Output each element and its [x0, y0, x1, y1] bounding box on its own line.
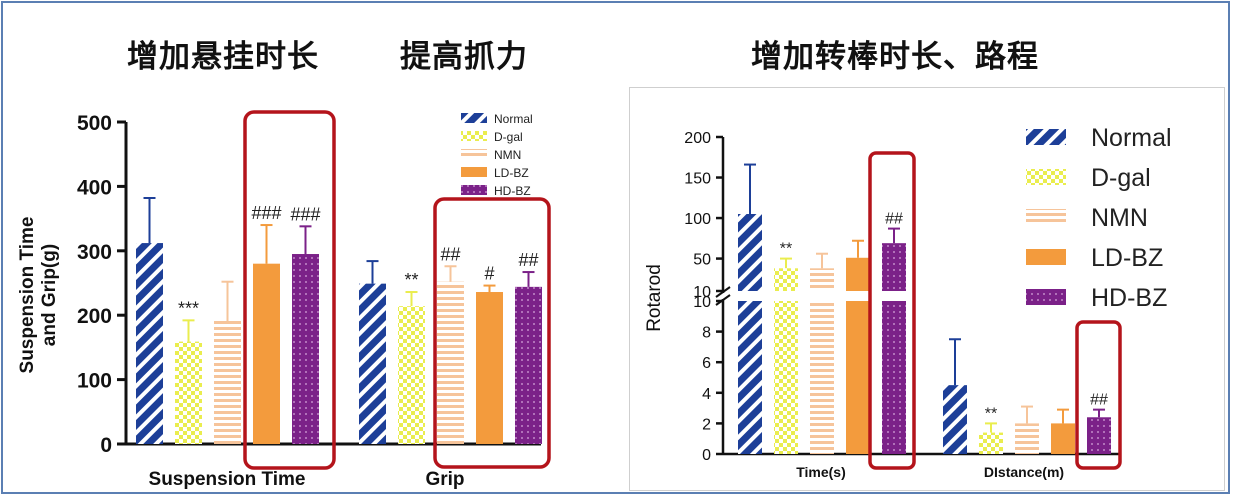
sig-label-d-gal-0: ** [780, 241, 792, 258]
bar-upper-nmn-time-s [810, 268, 834, 291]
legend-swatch-normal [461, 113, 487, 123]
rotarod-panel [629, 87, 1225, 491]
sig-label-hd-bz-1: ## [1090, 392, 1108, 409]
y-tick-label-upper-200: 200 [684, 130, 711, 147]
bar-normal-grip [359, 283, 386, 444]
bar-hd-bz-distance-m [1087, 417, 1111, 454]
legend-label-right-ld-bz: LD-BZ [1091, 244, 1163, 272]
y-tick-label-400: 400 [77, 176, 112, 199]
bar-lower-d-gal-time-s [774, 301, 798, 454]
sig-label-d-gal-1: ** [404, 270, 418, 290]
legend-label-right-normal: Normal [1091, 124, 1172, 152]
legend-swatch-right-hd-bz [1026, 289, 1066, 305]
bar-nmn-grip [437, 281, 464, 444]
bar-normal-distance-m [943, 385, 967, 454]
y-tick-label-lower-2: 2 [702, 416, 711, 433]
bar-nmn-suspension-time [214, 320, 241, 444]
category-label-distance: DIstance(m) [984, 464, 1064, 480]
bar-lower-hd-bz-time-s [882, 301, 906, 454]
rotarod-chart: 10 50 100 150 200 0 2 4 6 8 10 Rotarod ** ** ## ## Time(… [644, 124, 1172, 480]
heading-grip: 提高抓力 [400, 39, 528, 75]
y-tick-label-upper-10: 10 [693, 284, 711, 301]
bar-d-gal-distance-m [979, 432, 1003, 454]
sig-label-nmn-1: ## [440, 244, 460, 264]
y-axis-label-line1: Suspension Time [17, 217, 38, 374]
y-axis-label: Suspension Timeand Grip(g) [17, 217, 60, 374]
legend-swatch-right-d-gal [1026, 169, 1066, 185]
bar-upper-normal-time-s [738, 214, 762, 291]
sig-label-hd-bz-0: ## [885, 211, 903, 228]
legend-swatch-d-gal [461, 131, 487, 141]
legend-swatch-hd-bz [461, 185, 487, 195]
highlight-box-suspension [243, 110, 336, 470]
legend-label-nmn: NMN [494, 148, 521, 162]
sig-label-ld-bz-1: # [484, 264, 494, 284]
heading-rotarod: 增加转棒时长、路程 [751, 39, 1039, 75]
legend-label-right-hd-bz: HD-BZ [1091, 284, 1167, 312]
highlight-box-distance [1075, 320, 1122, 470]
legend-swatch-right-ld-bz [1026, 249, 1066, 265]
y-tick-label-lower-10: 10 [693, 294, 711, 311]
sig-label-hd-bz-0: ### [290, 204, 320, 224]
category-label-time: Time(s) [796, 464, 846, 480]
legend-swatch-nmn [461, 149, 487, 159]
bar-upper-ld-bz-time-s [846, 257, 870, 291]
sig-label-ld-bz-0: ### [251, 203, 281, 223]
y-axis-label-rotarod: Rotarod [644, 264, 665, 332]
y-tick-label-500: 500 [77, 112, 112, 135]
bar-lower-normal-time-s [738, 301, 762, 454]
highlight-box-time [868, 151, 916, 470]
bar-upper-hd-bz-time-s [882, 243, 906, 291]
y-tick-label-upper-150: 150 [684, 171, 711, 188]
bar-lower-ld-bz-time-s [846, 301, 870, 454]
legend-label-right-d-gal: D-gal [1091, 164, 1151, 192]
y-tick-label-lower-8: 8 [702, 325, 711, 342]
bar-ld-bz-distance-m [1051, 423, 1075, 454]
legend-swatch-right-nmn [1026, 209, 1066, 225]
category-label-grip: Grip [425, 469, 464, 490]
y-tick-label-100: 100 [77, 370, 112, 393]
legend-label-ld-bz: LD-BZ [494, 166, 529, 180]
bar-ld-bz-grip [476, 292, 503, 444]
y-tick-label-0: 0 [100, 434, 112, 457]
category-label-suspension-time: Suspension Time [149, 469, 306, 490]
bar-normal-suspension-time [136, 243, 163, 444]
legend-label-d-gal: D-gal [494, 130, 523, 144]
bar-ld-bz-suspension-time [253, 263, 280, 444]
bar-hd-bz-grip [515, 286, 542, 444]
sig-label-hd-bz-1: ## [518, 250, 538, 270]
y-axis-label-line2: and Grip(g) [39, 244, 60, 346]
legend-swatch-ld-bz [461, 167, 487, 177]
bar-hd-bz-suspension-time [292, 254, 319, 444]
y-tick-label-upper-50: 50 [693, 252, 711, 269]
y-tick-label-lower-6: 6 [702, 355, 711, 372]
legend-label-normal: Normal [494, 112, 533, 126]
bar-lower-nmn-time-s [810, 301, 834, 454]
bar-nmn-distance-m [1015, 423, 1039, 454]
bar-d-gal-suspension-time [175, 341, 202, 444]
legend-swatch-right-normal [1026, 129, 1066, 145]
highlight-box-grip [433, 197, 551, 469]
y-tick-label-200: 200 [77, 305, 112, 328]
y-tick-label-300: 300 [77, 241, 112, 264]
sig-label-d-gal-0: *** [178, 298, 199, 318]
y-tick-label-upper-100: 100 [684, 211, 711, 228]
bar-upper-d-gal-time-s [774, 268, 798, 291]
y-tick-label-lower-4: 4 [702, 386, 711, 403]
legend-label-right-nmn: NMN [1091, 204, 1148, 232]
y-tick-label-lower-0: 0 [702, 447, 711, 464]
bar-d-gal-grip [398, 306, 425, 444]
sig-label-d-gal-1: ** [985, 405, 997, 422]
legend-label-hd-bz: HD-BZ [494, 184, 531, 198]
heading-suspension: 增加悬挂时长 [127, 39, 319, 75]
